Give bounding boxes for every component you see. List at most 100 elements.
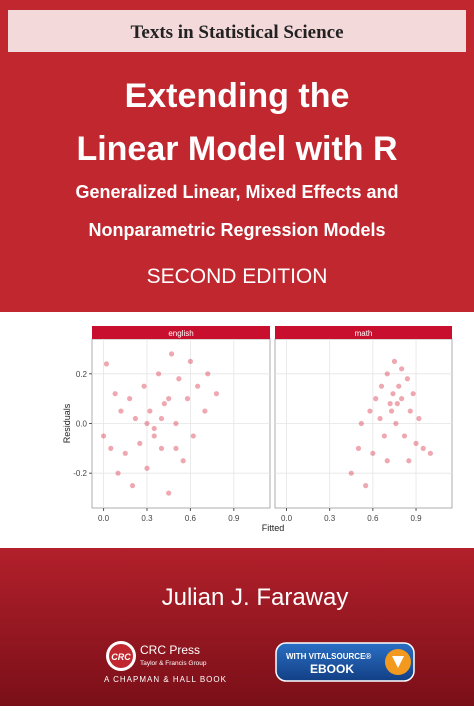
x-axis-label: Fitted xyxy=(262,523,285,533)
point xyxy=(393,420,399,427)
point xyxy=(384,458,390,464)
point xyxy=(413,440,419,446)
point xyxy=(158,445,165,451)
imprint: A CHAPMAN & HALL BOOK xyxy=(104,675,227,684)
badge-top: WITH VITALSOURCE® xyxy=(286,652,371,661)
point xyxy=(390,391,396,397)
y-axis-label: Residuals xyxy=(62,403,72,443)
strip-label: english xyxy=(168,329,193,338)
point xyxy=(377,415,383,422)
point xyxy=(202,408,208,414)
point xyxy=(384,371,390,377)
point xyxy=(187,358,194,364)
point xyxy=(394,401,400,407)
point xyxy=(410,391,416,397)
y-tick-label: 0.0 xyxy=(76,420,88,429)
point xyxy=(358,420,364,427)
point xyxy=(103,361,110,367)
facet-plots: english 0.0 0.3 0.6 0.9 -0.2 0.0 0.2 Residuals ma… xyxy=(62,326,453,533)
point xyxy=(180,458,186,464)
point xyxy=(151,425,157,432)
point xyxy=(118,408,124,414)
y-tick-label: -0.2 xyxy=(73,469,87,478)
point xyxy=(401,433,408,439)
point xyxy=(407,408,413,414)
point xyxy=(158,415,165,422)
point xyxy=(147,408,153,414)
point xyxy=(176,376,182,382)
point xyxy=(387,401,393,407)
point xyxy=(355,445,362,451)
point xyxy=(129,483,136,489)
strip-label: math xyxy=(355,329,373,338)
point xyxy=(166,490,172,496)
point xyxy=(427,450,434,456)
crc-logo-inner xyxy=(109,644,133,668)
point xyxy=(378,383,385,389)
x-tick-label: 0.9 xyxy=(228,514,240,523)
point xyxy=(399,396,405,402)
point xyxy=(173,420,179,427)
ebook-badge xyxy=(275,642,415,682)
point xyxy=(404,376,410,382)
x-tick-label: 0.3 xyxy=(141,514,153,523)
point xyxy=(144,465,150,471)
bottom-band xyxy=(0,548,474,706)
subtitle-line: Nonparametric Regression Models xyxy=(88,220,385,240)
point xyxy=(190,433,196,439)
series-band xyxy=(8,10,466,52)
point xyxy=(132,415,139,422)
publisher: CRC Press xyxy=(140,643,200,657)
point xyxy=(416,415,422,422)
point xyxy=(112,391,118,397)
title-line: Linear Model with R xyxy=(76,130,397,168)
logo-text: CRC xyxy=(111,652,131,662)
point xyxy=(161,401,167,407)
point xyxy=(205,371,211,377)
strip xyxy=(92,326,270,339)
point xyxy=(348,470,354,476)
point xyxy=(115,470,121,476)
point xyxy=(213,391,220,397)
x-tick-label: 0.0 xyxy=(281,514,293,523)
point xyxy=(406,458,412,464)
point xyxy=(166,396,172,402)
point xyxy=(363,483,369,489)
point xyxy=(122,450,128,456)
point xyxy=(373,396,379,402)
x-tick-label: 0.0 xyxy=(98,514,110,523)
point xyxy=(370,450,376,456)
point xyxy=(168,351,175,357)
point xyxy=(184,396,191,402)
badge-arrow xyxy=(392,656,404,668)
point xyxy=(195,383,201,389)
author: Julian J. Faraway xyxy=(162,584,349,611)
point xyxy=(388,408,395,414)
subtitle-line: Generalized Linear, Mixed Effects and xyxy=(75,182,398,202)
point xyxy=(391,358,398,364)
point xyxy=(396,383,402,389)
point xyxy=(127,396,133,402)
strip xyxy=(275,326,452,339)
x-tick-label: 0.6 xyxy=(185,514,197,523)
y-tick-label: 0.2 xyxy=(76,370,88,379)
point xyxy=(155,371,162,377)
point xyxy=(137,440,143,446)
x-tick-label: 0.3 xyxy=(324,514,336,523)
point xyxy=(100,433,107,439)
point xyxy=(141,383,147,389)
point xyxy=(108,445,114,451)
point xyxy=(367,408,373,414)
series: Texts in Statistical Science xyxy=(130,22,343,43)
point xyxy=(399,366,405,372)
edition: SECOND EDITION xyxy=(147,265,328,288)
point xyxy=(381,433,387,439)
publisher-group: Taylor & Francis Group xyxy=(140,660,207,667)
title-line: Extending the xyxy=(125,77,350,115)
point xyxy=(420,445,426,451)
badge-bottom: EBOOK xyxy=(310,662,354,676)
point xyxy=(144,420,150,427)
point xyxy=(173,445,179,451)
x-tick-label: 0.9 xyxy=(410,514,422,523)
